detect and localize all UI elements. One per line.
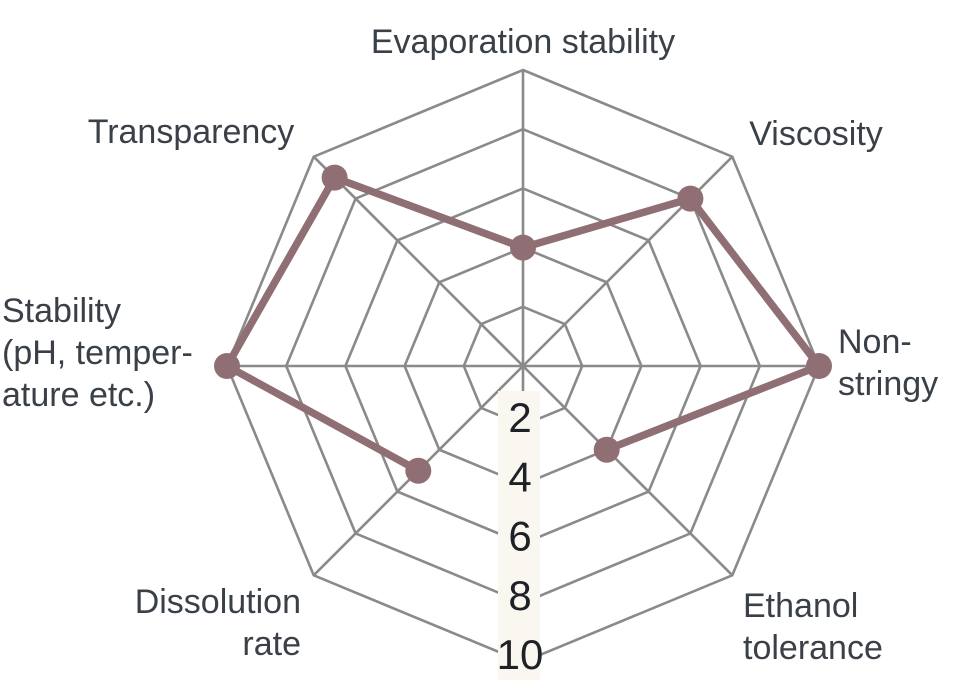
axis-label-evaporation-stability: Evaporation stability [371,23,675,61]
axis-label-line: rate [242,625,301,663]
scale-tick-10: 10 [497,631,544,678]
axis-label-line: Viscosity [749,115,883,153]
axis-label-line: stringy [838,365,938,403]
scale-tick-2: 2 [508,394,531,441]
axis-label-non-stringy: Non-stringy [838,323,938,403]
axis-label-line: Dissolution [135,583,301,621]
axis-label-line: tolerance [743,629,883,667]
data-point-stability [214,353,240,379]
data-point-viscosity [677,185,704,212]
axis-label-ethanol-tolerance: Ethanol tolerance [743,587,883,667]
axis-label-viscosity: Viscosity [749,115,883,153]
data-point-transparency [321,164,348,191]
scale-tick-8: 8 [508,572,531,619]
axis-label-line: ature etc.) [2,376,155,414]
scale-label-band [498,391,540,680]
data-point-non-stringy [806,353,832,379]
scale-tick-6: 6 [508,513,531,560]
axis-label-line: Non- [838,323,912,361]
axis-label-line: Ethanol [743,587,858,625]
axis-label-line: Transparency [88,113,295,151]
axis-line-ethanol-tolerance [522,365,734,577]
axis-label-transparency: Transparency [88,113,295,151]
axis-label-line: Evaporation stability [371,23,675,61]
data-point-dissolution-rate [405,457,432,484]
axis-label-line: Stability [2,292,121,330]
data-point-evaporation-stability [510,234,536,261]
axis-label-stability: Stability (pH, temper-ature etc.) [2,292,193,414]
data-point-ethanol-tolerance [593,436,620,463]
axis-line-transparency [312,155,524,367]
scale-tick-4: 4 [508,453,531,500]
axis-label-dissolution-rate: Dissolution rate [135,583,301,663]
axis-label-line: (pH, temper- [2,334,193,372]
